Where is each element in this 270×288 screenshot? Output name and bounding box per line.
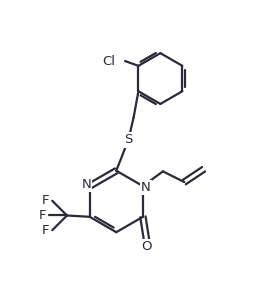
Text: S: S (124, 134, 133, 147)
Text: F: F (42, 224, 50, 237)
Text: N: N (82, 178, 91, 191)
Text: O: O (142, 240, 152, 253)
Text: Cl: Cl (103, 54, 116, 67)
Text: F: F (39, 209, 46, 222)
Text: F: F (42, 194, 50, 207)
Text: N: N (141, 181, 150, 194)
